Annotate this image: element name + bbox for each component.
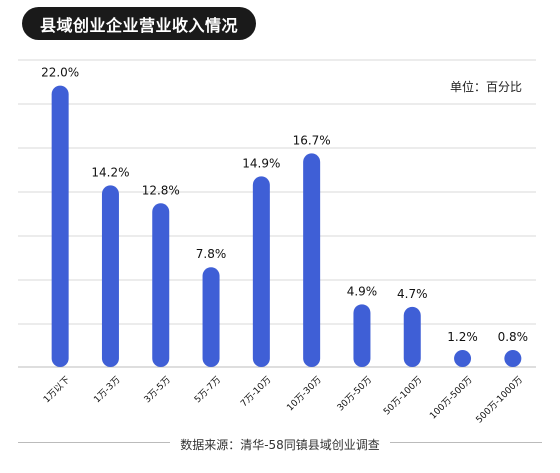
value-label: 1.2% bbox=[447, 330, 478, 344]
x-tick-label: 10万-30万 bbox=[285, 375, 323, 413]
value-label: 12.8% bbox=[142, 183, 180, 197]
x-tick-label: 100万-500万 bbox=[428, 375, 474, 421]
source-footer: 数据来源：清华-58同镇县域创业调查 bbox=[0, 436, 560, 453]
value-label: 14.9% bbox=[242, 156, 280, 170]
bar bbox=[303, 153, 321, 367]
source-text: 数据来源：清华-58同镇县域创业调查 bbox=[170, 436, 390, 453]
bar bbox=[252, 176, 270, 367]
x-tick-label: 30万-50万 bbox=[336, 375, 374, 413]
bars bbox=[51, 85, 522, 367]
value-label: 7.8% bbox=[196, 247, 227, 261]
value-label: 22.0% bbox=[41, 66, 79, 80]
gridlines bbox=[18, 59, 536, 368]
bar bbox=[152, 203, 170, 367]
value-label: 14.2% bbox=[91, 165, 129, 179]
chart-title: 县域创业企业营业收入情况 bbox=[22, 7, 256, 40]
unit-label: 单位：百分比 bbox=[449, 80, 522, 94]
value-label: 0.8% bbox=[498, 330, 529, 344]
bar bbox=[51, 85, 69, 367]
x-tick-label: 7万-10万 bbox=[239, 375, 273, 409]
bar bbox=[454, 350, 472, 367]
bar bbox=[101, 185, 119, 367]
value-labels: 22.0% 14.2% 12.8% 7.8% 14.9% 16.7% 4.9% 4.7% 1.2… bbox=[41, 66, 528, 344]
x-tick-label: 500万-1000万 bbox=[475, 375, 525, 425]
bar bbox=[202, 267, 220, 367]
x-tick-label: 1万-3万 bbox=[92, 375, 122, 405]
value-label: 4.9% bbox=[347, 284, 378, 298]
value-label: 16.7% bbox=[293, 133, 331, 147]
x-tick-labels: 1万以下 1万-3万 3万-5万 5万-7万 7万-10万 10万-30万 30万-50万 5… bbox=[42, 375, 525, 425]
bar bbox=[504, 350, 522, 367]
x-tick-label: 3万-5万 bbox=[143, 375, 173, 405]
bar bbox=[353, 304, 371, 367]
x-tick-label: 1万以下 bbox=[42, 375, 72, 405]
bar bbox=[403, 306, 421, 367]
x-tick-label: 5万-7万 bbox=[193, 375, 223, 405]
x-tick-label: 50万-100万 bbox=[382, 375, 424, 417]
value-label: 4.7% bbox=[397, 287, 428, 301]
